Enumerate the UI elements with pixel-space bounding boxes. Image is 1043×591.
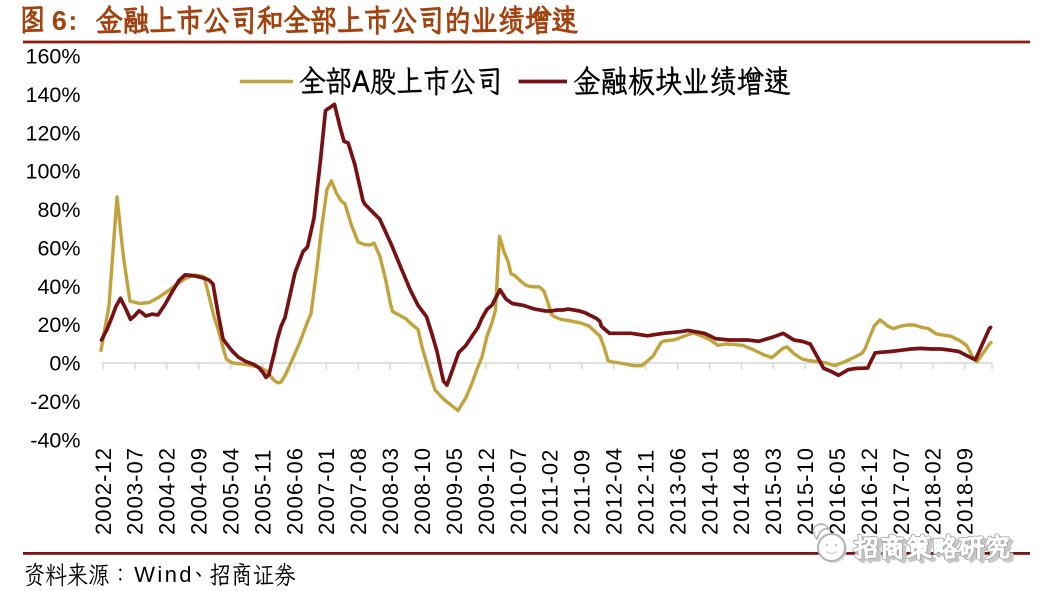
svg-text:2015-10: 2015-10 [793,447,818,535]
svg-text:160%: 160% [26,45,81,69]
svg-text:2008-10: 2008-10 [410,447,435,535]
svg-text:2002-12: 2002-12 [91,447,116,535]
svg-text:2016-12: 2016-12 [857,447,882,535]
svg-text:2011-09: 2011-09 [570,449,595,535]
svg-text:2006-06: 2006-06 [282,447,307,535]
svg-text:2013-06: 2013-06 [665,447,690,535]
svg-text:2016-05: 2016-05 [825,447,850,535]
svg-text:2004-02: 2004-02 [155,447,180,535]
svg-text:40%: 40% [37,275,80,299]
svg-text:2011-02: 2011-02 [538,449,563,535]
svg-text:60%: 60% [37,237,80,261]
svg-text:20%: 20% [37,313,80,337]
svg-text:-40%: -40% [30,428,80,452]
svg-text:0%: 0% [49,352,80,376]
svg-text:-20%: -20% [30,390,80,414]
svg-text:2015-03: 2015-03 [761,447,786,535]
svg-text:2007-08: 2007-08 [346,447,371,535]
svg-text:120%: 120% [26,121,81,145]
svg-text:2017-07: 2017-07 [889,447,914,535]
svg-text:2005-04: 2005-04 [219,447,244,535]
svg-text:2003-07: 2003-07 [123,447,148,535]
svg-text:2010-07: 2010-07 [506,447,531,535]
svg-text:2014-08: 2014-08 [729,447,754,535]
svg-text:2007-01: 2007-01 [314,447,339,535]
svg-text:2008-03: 2008-03 [378,447,403,535]
svg-text:2004-09: 2004-09 [187,447,212,535]
svg-text:2009-12: 2009-12 [474,447,499,535]
svg-text:2018-02: 2018-02 [921,447,946,535]
svg-text:80%: 80% [37,198,80,222]
svg-text:2009-05: 2009-05 [442,447,467,535]
svg-text:2012-11: 2012-11 [633,449,658,535]
svg-text:2012-04: 2012-04 [602,447,627,535]
svg-text:140%: 140% [26,83,81,107]
svg-text:2005-11: 2005-11 [250,449,275,535]
svg-text:2018-09: 2018-09 [953,447,978,535]
svg-text:100%: 100% [26,160,81,184]
svg-text:2014-01: 2014-01 [697,447,722,535]
